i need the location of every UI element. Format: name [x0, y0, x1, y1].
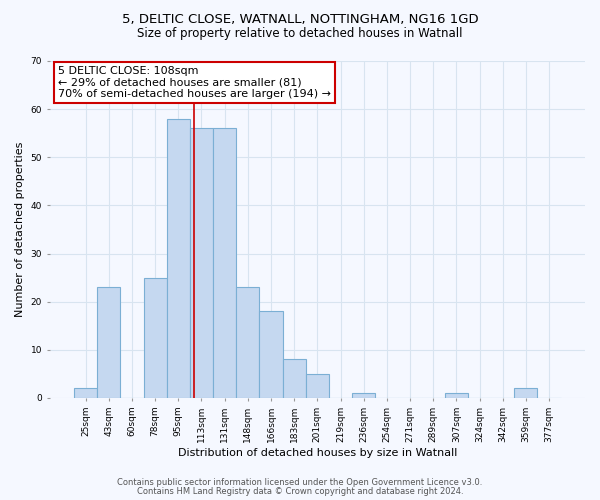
- Text: Contains HM Land Registry data © Crown copyright and database right 2024.: Contains HM Land Registry data © Crown c…: [137, 487, 463, 496]
- Bar: [74, 388, 97, 398]
- Bar: [445, 393, 468, 398]
- Text: Size of property relative to detached houses in Watnall: Size of property relative to detached ho…: [137, 28, 463, 40]
- Text: Contains public sector information licensed under the Open Government Licence v3: Contains public sector information licen…: [118, 478, 482, 487]
- Bar: [97, 287, 121, 398]
- Bar: [259, 312, 283, 398]
- Bar: [167, 119, 190, 398]
- Y-axis label: Number of detached properties: Number of detached properties: [15, 142, 25, 317]
- Bar: [306, 374, 329, 398]
- Bar: [514, 388, 538, 398]
- X-axis label: Distribution of detached houses by size in Watnall: Distribution of detached houses by size …: [178, 448, 457, 458]
- Bar: [236, 287, 259, 398]
- Bar: [213, 128, 236, 398]
- Bar: [352, 393, 375, 398]
- Bar: [283, 360, 306, 398]
- Text: 5 DELTIC CLOSE: 108sqm
← 29% of detached houses are smaller (81)
70% of semi-det: 5 DELTIC CLOSE: 108sqm ← 29% of detached…: [58, 66, 331, 100]
- Text: 5, DELTIC CLOSE, WATNALL, NOTTINGHAM, NG16 1GD: 5, DELTIC CLOSE, WATNALL, NOTTINGHAM, NG…: [122, 12, 478, 26]
- Bar: [143, 278, 167, 398]
- Bar: [190, 128, 213, 398]
